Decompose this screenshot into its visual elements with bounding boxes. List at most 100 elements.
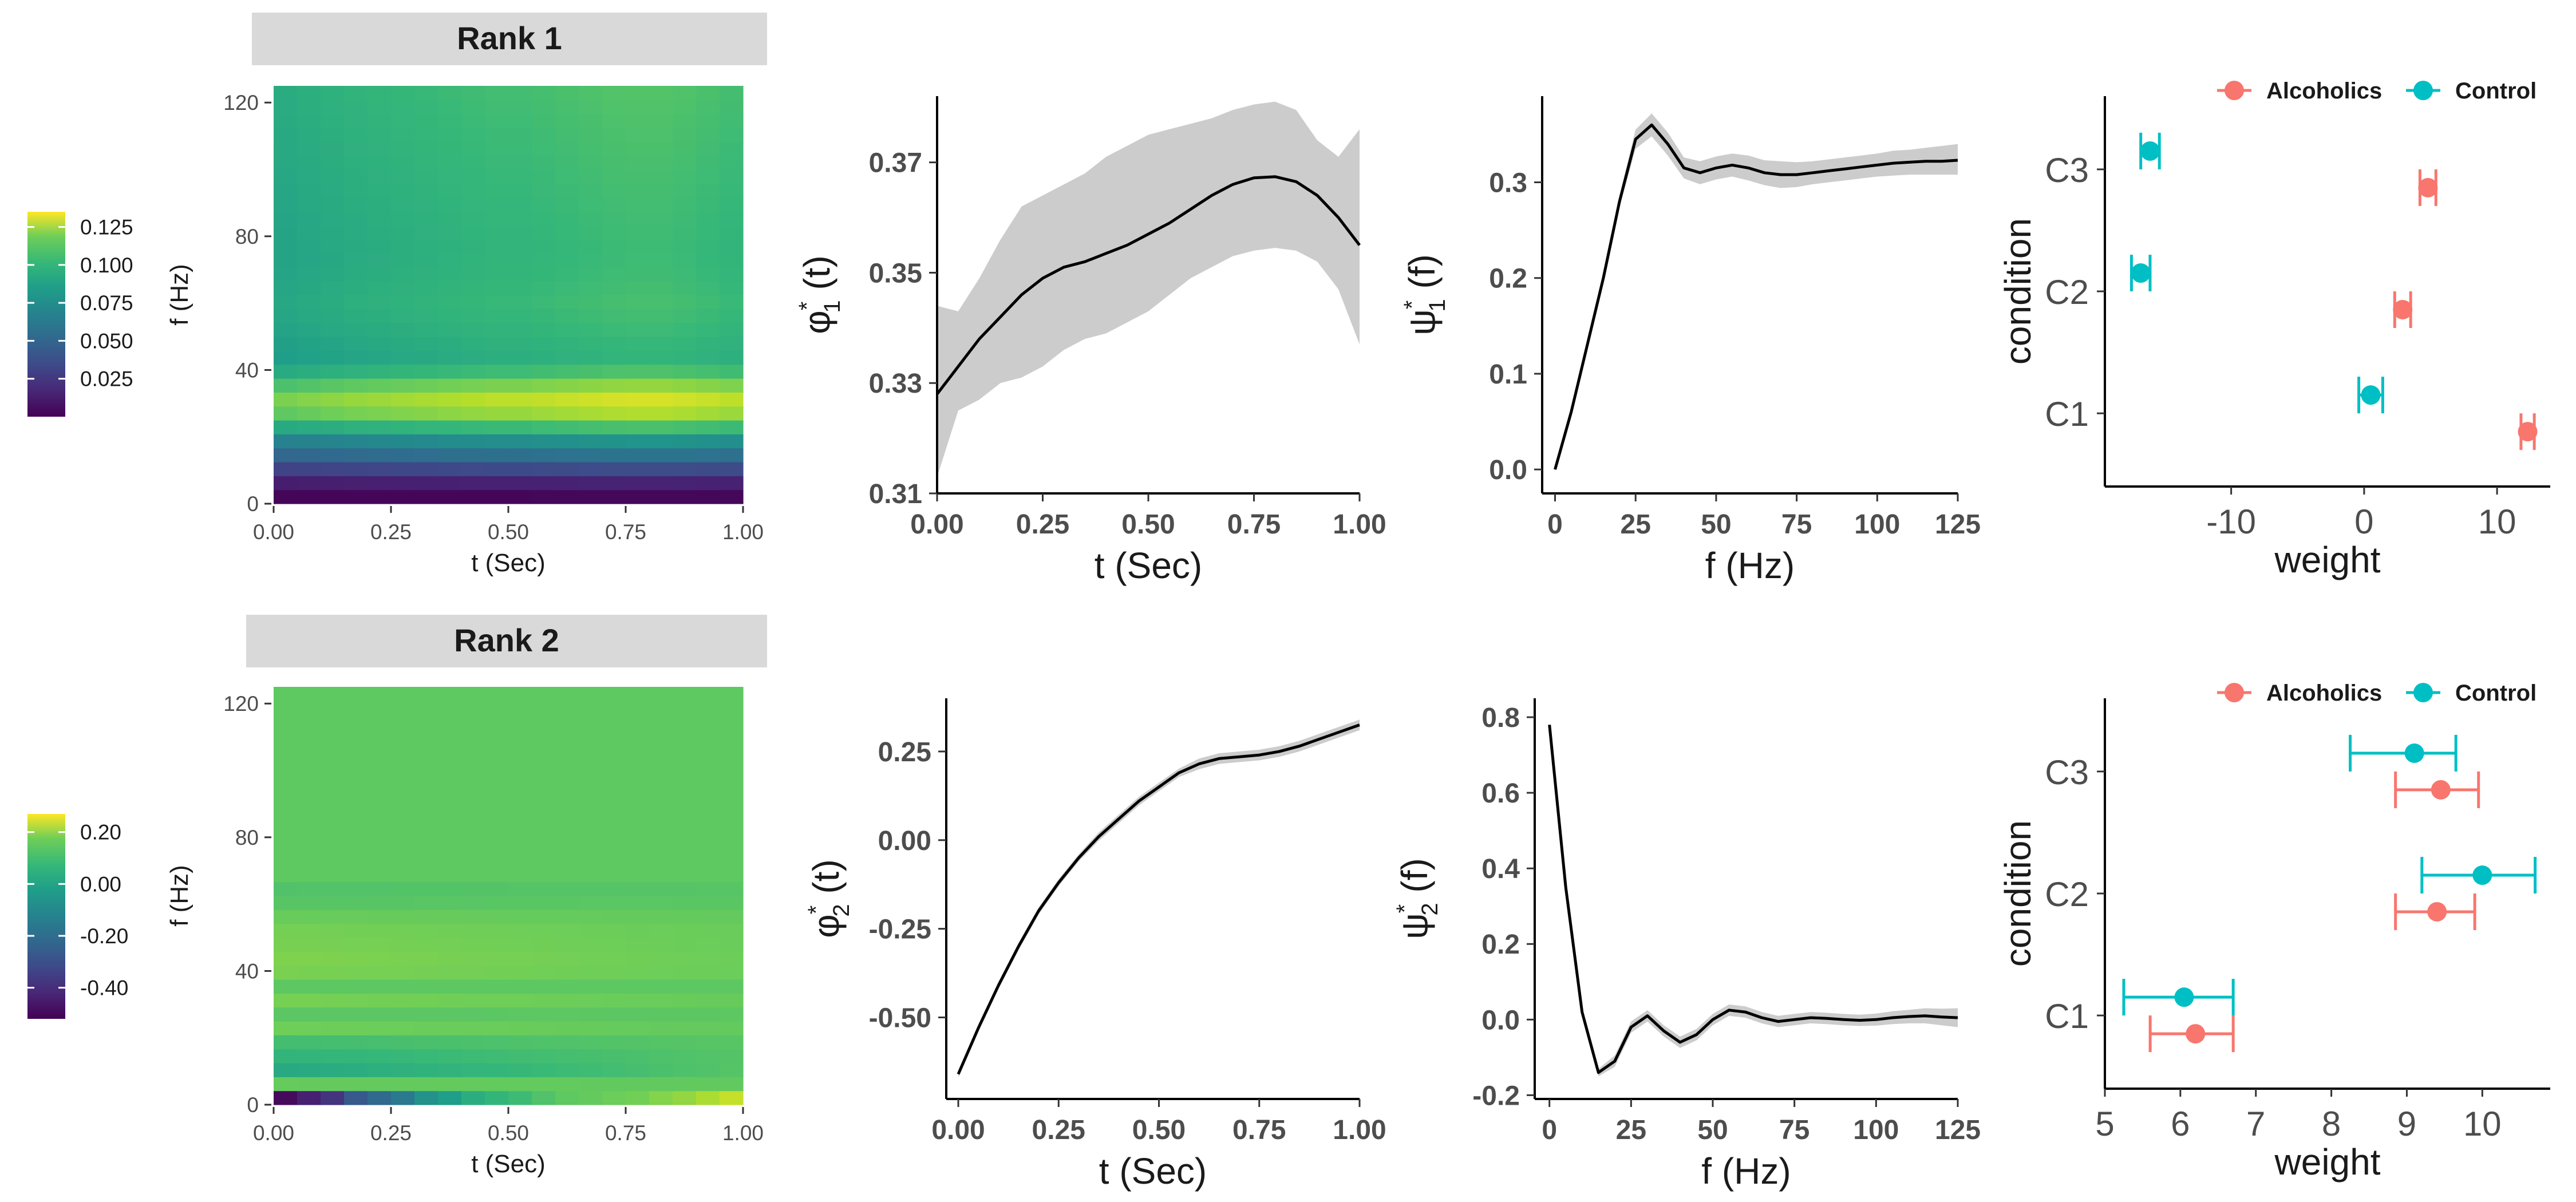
heatmap-cell [321,448,345,462]
heatmap-cell [649,225,673,240]
heatmap-cell [720,155,744,170]
heatmap-cell [626,854,650,868]
heatmap-cell [555,784,579,799]
heatmap-cell [555,687,579,701]
heatmap-cell [438,392,462,407]
heatmap-cell [555,350,579,365]
heatmap-cell [438,295,462,309]
heatmap-cell [344,253,368,267]
y-tick-label: C3 [2045,753,2089,792]
heatmap-cell [555,881,579,896]
heatmap-cell [555,1063,579,1077]
heatmap-cell [508,1049,532,1063]
heatmap-cell [368,742,392,757]
x-tick-label: 7 [2246,1105,2265,1143]
heatmap-cell [649,100,673,114]
heatmap-cell [555,197,579,212]
heatmap-cell [344,280,368,295]
heatmap-cell [344,169,368,184]
heatmap-cell [720,197,744,212]
heatmap-cell [485,923,509,938]
heatmap-cell [414,714,438,729]
heatmap-cell [274,169,298,184]
heatmap-cell [602,364,626,379]
heatmap-cell [414,86,438,100]
y-axis-title: f (Hz) [165,865,193,927]
heatmap-cell [532,979,556,994]
heatmap-cell [649,701,673,715]
heatmap-cell [461,295,485,309]
heatmap-cell [720,868,744,883]
facet-strip [252,13,767,65]
heatmap-cell [344,337,368,351]
colorbar-tick-label: -0.40 [80,976,128,1000]
heatmap-cell [532,1035,556,1050]
heatmap-cell [438,113,462,128]
heatmap-cell [321,420,345,434]
heatmap-cell [649,309,673,323]
heatmap-cell [414,128,438,142]
heatmap-cell [368,1090,392,1105]
heatmap-cell [344,295,368,309]
heatmap-cell [602,965,626,980]
x-tick-label: 0.25 [1032,1115,1085,1145]
heatmap-cell [555,337,579,351]
heatmap-cell [555,309,579,323]
heatmap-cell [626,476,650,491]
heatmap-cell [297,951,321,966]
heatmap-cell [414,742,438,757]
heatmap-cell [344,729,368,743]
heatmap-cell [555,1035,579,1050]
heatmap-cell [720,225,744,240]
heatmap-cell [720,378,744,393]
heatmap-cell [649,1090,673,1105]
heatmap-cell [485,406,509,421]
heatmap-cell [344,267,368,282]
heatmap-cell [555,910,579,924]
heatmap-cell [508,183,532,198]
heatmap-cell [532,392,556,407]
heatmap-cell [485,155,509,170]
heatmap-cell [696,881,720,896]
heatmap-cell [485,113,509,128]
heatmap-cell [414,1007,438,1022]
heatmap-cell [321,840,345,855]
heatmap-cell [368,378,392,393]
heatmap-cell [274,476,298,491]
heatmap-cell [696,211,720,226]
heatmap-cell [461,951,485,966]
heatmap-cell [368,476,392,491]
heatmap-cell [649,1049,673,1063]
heatmap-cell [532,280,556,295]
heatmap-cell [297,392,321,407]
y-tick-label: C2 [2045,875,2089,914]
heatmap-cell [579,965,603,980]
heatmap-cell [508,729,532,743]
heatmap-cell [555,742,579,757]
heatmap-cell [368,100,392,114]
heatmap-cell [321,476,345,491]
heatmap-cell [673,812,697,827]
heatmap-cell [344,476,368,491]
heatmap-cell [274,280,298,295]
heatmap-cell [368,701,392,715]
heatmap-cell [720,476,744,491]
heatmap-cell [344,309,368,323]
heatmap-cell [673,169,697,184]
heatmap-cell [602,701,626,715]
x-tick-label: 1.00 [1333,1115,1386,1145]
heatmap-cell [321,309,345,323]
heatmap-cell [508,309,532,323]
heatmap-cell [673,197,697,212]
heatmap-cell [626,364,650,379]
heatmap-cell [508,337,532,351]
heatmap-cell [297,267,321,282]
heatmap-cell [274,155,298,170]
heatmap-cell [321,1021,345,1035]
heatmap-cell [649,910,673,924]
heatmap-cell [673,840,697,855]
heatmap-cell [720,770,744,785]
heatmap-cell [321,462,345,476]
heatmap-cell [438,183,462,198]
x-tick-label: 125 [1935,509,1981,540]
